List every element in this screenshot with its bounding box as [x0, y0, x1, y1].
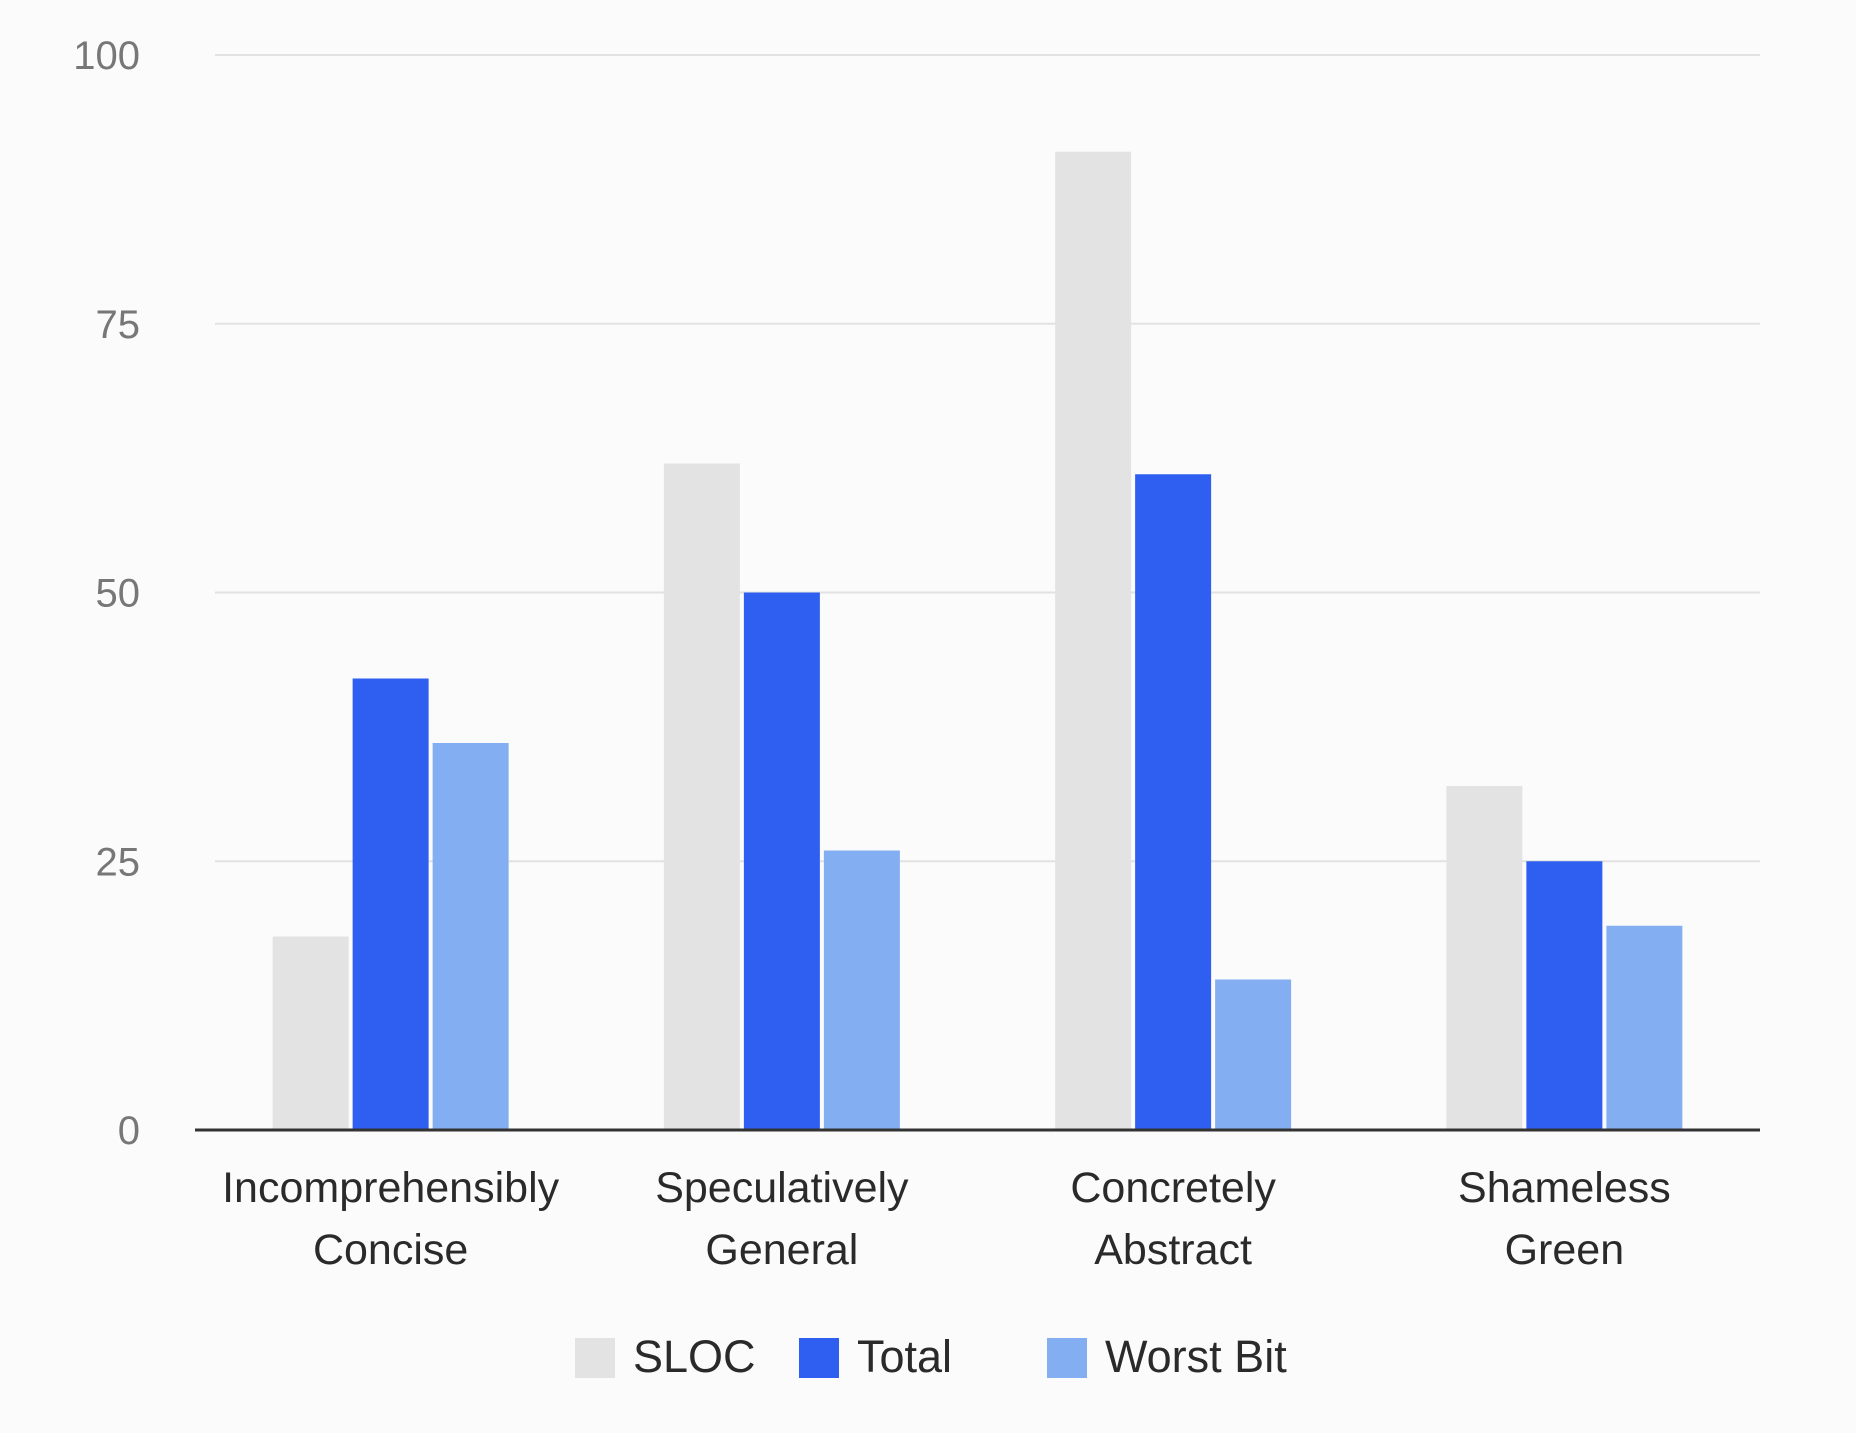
legend-swatch — [1047, 1338, 1087, 1378]
x-category-label: Incomprehensibly — [222, 1164, 560, 1212]
bar-total — [1135, 474, 1212, 1130]
bar-worst-bit — [1606, 925, 1683, 1130]
bar-sloc — [1446, 786, 1523, 1130]
legend-swatch — [575, 1338, 615, 1378]
bar-total — [352, 678, 429, 1130]
y-tick-label: 0 — [118, 1109, 140, 1153]
bar-worst-bit — [823, 850, 900, 1130]
bar-worst-bit — [1215, 979, 1292, 1130]
legend-swatch — [799, 1338, 839, 1378]
legend-label: Worst Bit — [1105, 1331, 1287, 1382]
bar-total — [743, 592, 820, 1130]
bar-sloc — [272, 936, 349, 1130]
bar-sloc — [1055, 151, 1132, 1130]
x-category-label: Abstract — [1094, 1226, 1252, 1274]
x-category-label: General — [705, 1226, 858, 1274]
y-tick-label: 25 — [96, 840, 141, 884]
bar-sloc — [663, 463, 740, 1130]
legend-label: SLOC — [633, 1331, 756, 1382]
x-category-label: Speculatively — [655, 1164, 909, 1212]
y-tick-label: 50 — [96, 572, 141, 616]
bar-worst-bit — [432, 743, 509, 1130]
y-tick-label: 100 — [73, 34, 140, 78]
legend-label: Total — [857, 1331, 952, 1382]
bar-total — [1526, 861, 1603, 1130]
y-tick-label: 75 — [96, 303, 141, 347]
x-category-label: Green — [1505, 1226, 1625, 1274]
x-category-label: Shameless — [1458, 1164, 1671, 1212]
x-category-label: Concise — [313, 1226, 468, 1274]
x-category-label: Concretely — [1070, 1164, 1276, 1212]
